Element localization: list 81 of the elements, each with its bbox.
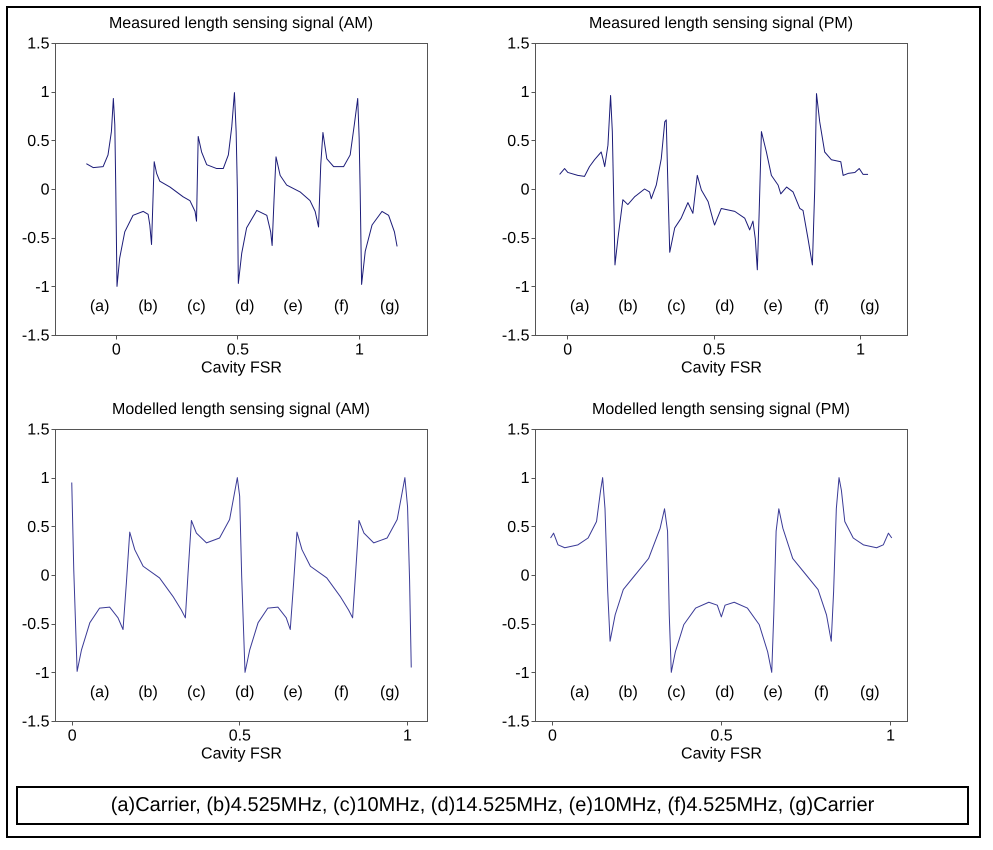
- x-axis-title: Cavity FSR: [681, 746, 762, 762]
- x-tick-label: 0: [548, 728, 557, 744]
- annotation: (g): [380, 298, 400, 315]
- y-tick-label: -1.5: [22, 328, 50, 344]
- x-tick-label: 1: [856, 342, 866, 358]
- x-tick-label: 1: [402, 728, 412, 744]
- y-tick-label: -0.5: [22, 616, 50, 634]
- annotation: (g): [860, 684, 880, 701]
- y-tick-label: 0: [520, 182, 530, 198]
- y-tick-label: 1.5: [27, 36, 50, 52]
- line-series: [550, 477, 892, 673]
- y-tick-label: -1: [35, 664, 50, 682]
- annotation: (c): [187, 684, 206, 701]
- annotation: (e): [763, 298, 783, 315]
- y-tick-label: 1.5: [507, 422, 530, 438]
- y-tick-label: -1.5: [502, 328, 530, 344]
- annotation: (b): [138, 684, 158, 701]
- chart-title: Measured length sensing signal (AM): [108, 15, 374, 32]
- line-series: [559, 93, 869, 270]
- annotation: (c): [667, 684, 686, 701]
- annotation: (c): [187, 298, 206, 315]
- annotation: (a): [570, 298, 590, 315]
- annotation: (a): [90, 684, 110, 701]
- x-tick-label: 0: [112, 342, 121, 358]
- x-tick-label: 0.5: [226, 342, 250, 358]
- line-series: [86, 92, 398, 287]
- y-tick-label: -1.5: [502, 714, 530, 730]
- annotation: (b): [618, 684, 638, 701]
- x-tick-label: 1: [354, 342, 364, 358]
- x-axis-title: Cavity FSR: [201, 746, 282, 762]
- annotation: (e): [283, 298, 303, 315]
- annotation: (d): [234, 298, 254, 315]
- y-tick-label: -1: [515, 278, 530, 296]
- y-tick-label: -1: [35, 278, 50, 296]
- annotation: (b): [138, 298, 158, 315]
- x-tick-label: 1: [886, 728, 896, 744]
- x-axis-title: Cavity FSR: [681, 360, 762, 376]
- annotation: (g): [380, 684, 400, 701]
- annotation: (f): [334, 298, 349, 315]
- chart-title: Measured length sensing signal (PM): [588, 15, 854, 32]
- annotation: (a): [570, 684, 590, 701]
- annotation: (c): [667, 298, 686, 315]
- annotation: (f): [334, 684, 349, 701]
- annotation: (d): [234, 684, 254, 701]
- y-tick-label: -0.5: [502, 230, 530, 248]
- x-tick-label: 0: [563, 342, 572, 358]
- annotation: (g): [860, 298, 880, 315]
- x-tick-label: 0: [68, 728, 77, 744]
- y-tick-label: 1: [40, 84, 50, 102]
- annotation: (d): [714, 298, 734, 315]
- annotation: (a): [90, 298, 110, 315]
- annotation: (d): [714, 684, 734, 701]
- x-tick-label: 0.5: [703, 342, 726, 358]
- y-tick-label: 0: [40, 568, 50, 584]
- y-tick-label: 0.5: [27, 518, 50, 536]
- chart-title: Modelled length sensing signal (AM): [112, 401, 370, 418]
- y-tick-label: -1.5: [22, 714, 50, 730]
- text: (a)Carrier, (b)4.525MHz, (c)10MHz, (d)14.525MHz, (e)10MHz, (f)4.525MHz, (g)Carrier: [16, 786, 969, 825]
- y-tick-label: 0.5: [507, 132, 530, 150]
- chart-title: Modelled length sensing signal (PM): [592, 401, 850, 418]
- y-tick-label: 1.5: [27, 422, 50, 438]
- y-tick-label: 1: [520, 84, 530, 102]
- y-tick-label: 1.5: [507, 36, 530, 52]
- y-tick-label: -0.5: [502, 616, 530, 634]
- y-tick-label: -0.5: [22, 230, 50, 248]
- y-tick-label: 0: [40, 182, 50, 198]
- x-tick-label: 0.5: [228, 728, 252, 744]
- annotation: (e): [763, 684, 783, 701]
- x-tick-label: 0.5: [710, 728, 733, 744]
- line-series: [71, 477, 412, 673]
- y-tick-label: 1: [40, 470, 50, 488]
- annotation: (b): [618, 298, 638, 315]
- y-tick-label: 0.5: [27, 132, 50, 150]
- annotation: (f): [814, 298, 829, 315]
- y-tick-label: 0: [520, 568, 530, 584]
- y-tick-label: -1: [515, 664, 530, 682]
- annotation: (e): [283, 684, 303, 701]
- x-axis-title: Cavity FSR: [201, 360, 282, 376]
- annotation: (f): [814, 684, 829, 701]
- y-tick-label: 0.5: [507, 518, 530, 536]
- y-tick-label: 1: [520, 470, 530, 488]
